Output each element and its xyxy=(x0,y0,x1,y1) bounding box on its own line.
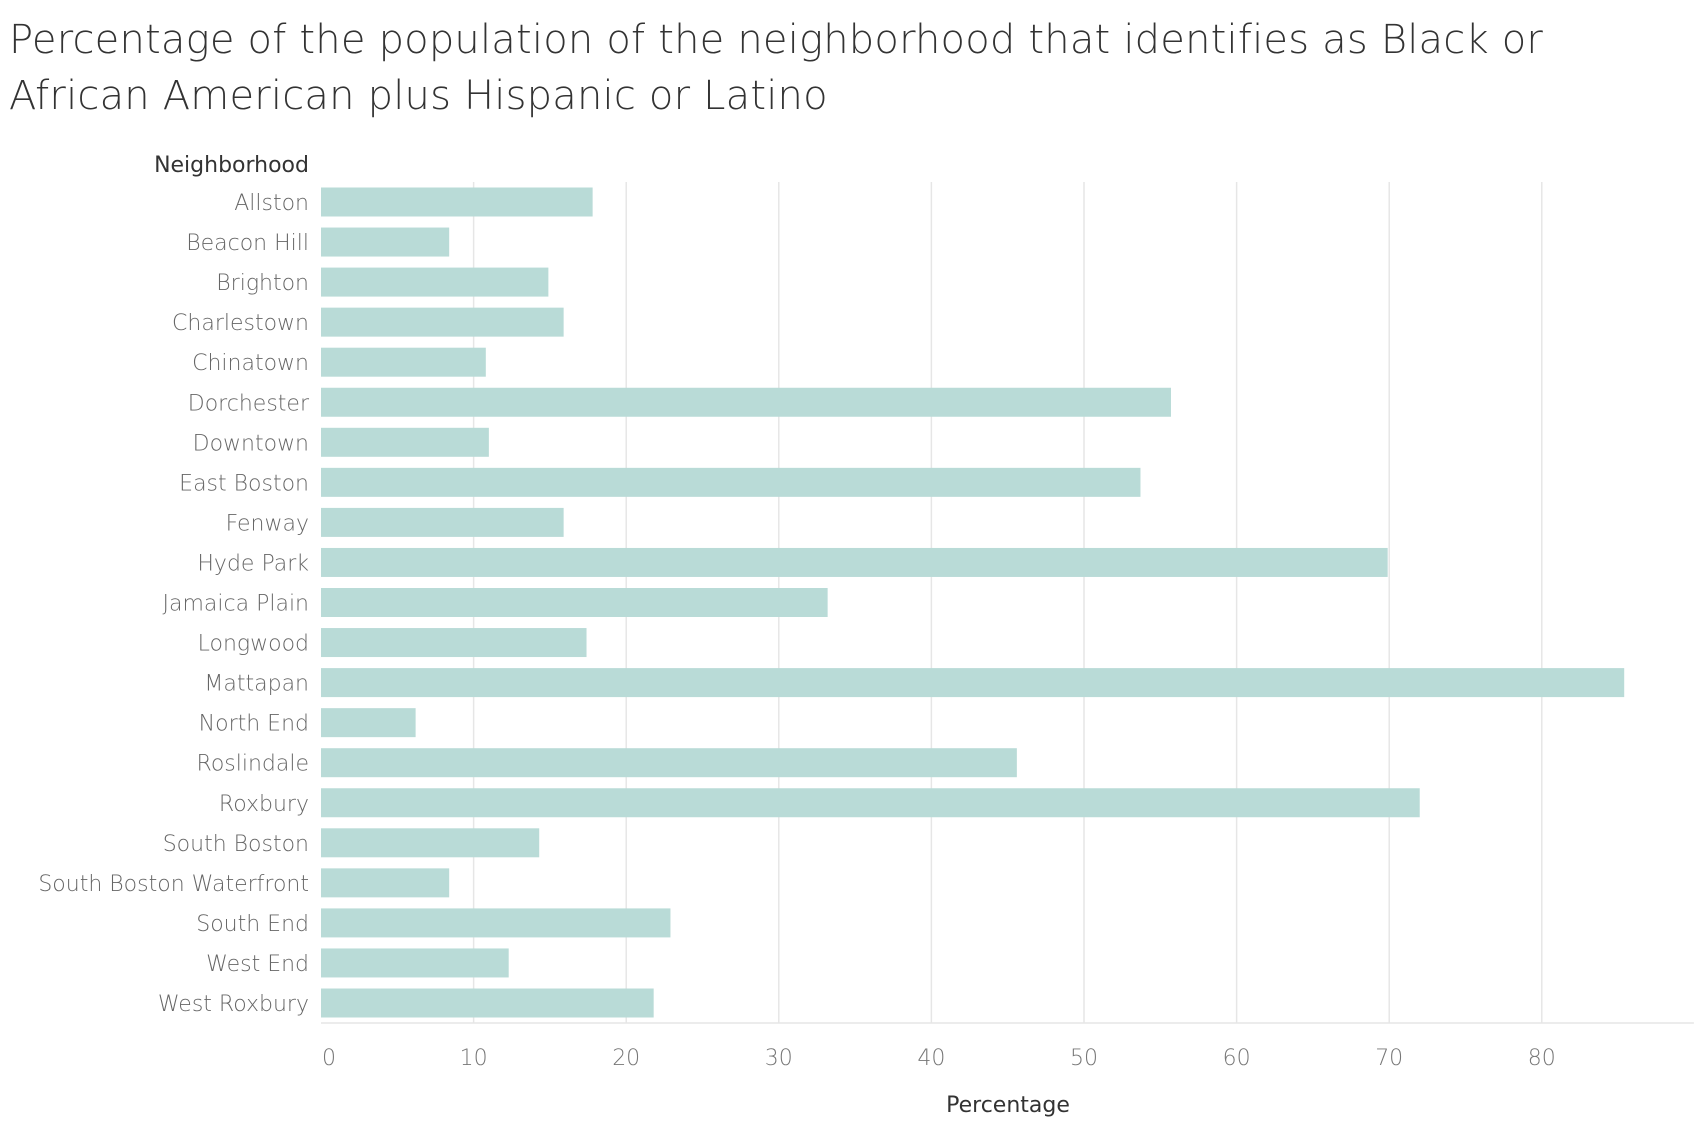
x-tick-30: 30 xyxy=(765,1046,793,1071)
bar-dorchester[interactable] xyxy=(321,387,1171,417)
bar-south-end[interactable] xyxy=(321,908,671,938)
bar-south-boston[interactable] xyxy=(321,828,540,858)
row-label-fenway: Fenway xyxy=(226,511,309,536)
row-label-charlestown: Charlestown xyxy=(172,311,309,336)
bar-charlestown[interactable] xyxy=(321,307,564,337)
bar-west-roxbury[interactable] xyxy=(321,988,654,1018)
bar-south-boston-waterfront[interactable] xyxy=(321,868,450,898)
bar-chinatown[interactable] xyxy=(321,347,486,377)
chart-title: Percentage of the population of the neig… xyxy=(9,17,1544,119)
row-label-jamaica-plain: Jamaica Plain xyxy=(163,592,309,617)
row-label-roslindale: Roslindale xyxy=(197,752,309,777)
bar-mattapan[interactable] xyxy=(321,668,1625,698)
x-axis-ticks: 0 10 20 30 40 50 60 70 80 xyxy=(322,1046,1556,1071)
row-label-hyde-park: Hyde Park xyxy=(197,551,309,576)
bar-downtown[interactable] xyxy=(321,427,489,457)
bar-jamaica-plain[interactable] xyxy=(321,588,828,617)
row-label-chinatown: Chinatown xyxy=(192,351,309,376)
row-label-longwood: Longwood xyxy=(198,632,309,657)
row-label-west-roxbury: West Roxbury xyxy=(158,992,309,1017)
row-label-south-end: South End xyxy=(196,912,309,937)
bar-roslindale[interactable] xyxy=(321,748,1017,778)
gridlines xyxy=(321,181,1694,1024)
bar-hyde-park[interactable] xyxy=(321,547,1388,577)
bar-east-boston[interactable] xyxy=(321,467,1141,497)
x-tick-0: 0 xyxy=(322,1046,336,1071)
row-label-west-end: West End xyxy=(206,952,309,977)
row-label-downtown: Downtown xyxy=(193,431,309,456)
x-tick-40: 40 xyxy=(917,1046,945,1071)
x-axis-title: Percentage xyxy=(946,1093,1070,1118)
row-labels: Allston Beacon Hill Brighton Charlestown Chi… xyxy=(38,191,310,1017)
bar-longwood[interactable] xyxy=(321,628,587,658)
row-label-north-end: North End xyxy=(199,712,309,737)
bar-west-end[interactable] xyxy=(321,948,509,978)
row-label-allston: Allston xyxy=(234,191,309,216)
row-label-south-boston-waterfront: South Boston Waterfront xyxy=(38,872,309,897)
x-tick-60: 60 xyxy=(1223,1046,1251,1071)
x-tick-80: 80 xyxy=(1528,1046,1556,1071)
x-tick-10: 10 xyxy=(460,1046,488,1071)
bar-allston[interactable] xyxy=(321,187,593,217)
bar-beacon-hill[interactable] xyxy=(321,227,450,257)
x-tick-70: 70 xyxy=(1375,1046,1403,1071)
row-label-dorchester: Dorchester xyxy=(188,391,310,416)
bar-north-end[interactable] xyxy=(321,708,416,738)
x-tick-20: 20 xyxy=(612,1046,640,1071)
x-tick-50: 50 xyxy=(1070,1046,1098,1071)
row-label-beacon-hill: Beacon Hill xyxy=(186,231,309,256)
bar-fenway[interactable] xyxy=(321,507,564,537)
row-header: Neighborhood xyxy=(154,153,309,178)
row-label-south-boston: South Boston xyxy=(163,832,309,857)
bars xyxy=(321,187,1625,1018)
row-label-mattapan: Mattapan xyxy=(204,672,309,697)
bar-roxbury[interactable] xyxy=(321,788,1420,818)
row-label-east-boston: East Boston xyxy=(179,471,309,496)
bar-brighton[interactable] xyxy=(321,267,549,297)
row-label-roxbury: Roxbury xyxy=(219,792,309,817)
row-label-brighton: Brighton xyxy=(216,271,309,296)
